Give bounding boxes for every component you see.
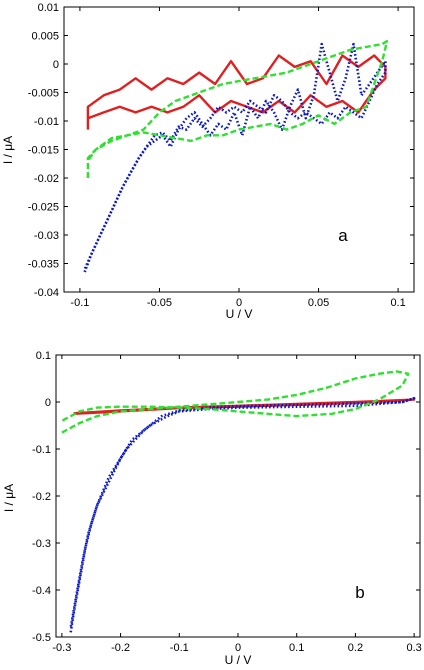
ticks-a: -0.1 -0.05 0 0.05 0.1 0.01 0.005 0 -0.005 -0.01 -0… — [28, 2, 414, 309]
series-line-dashed — [86, 40, 389, 178]
x-tick-label: -0.2 — [111, 642, 130, 654]
x-tick-label: 0 — [235, 642, 241, 654]
y-tick-label: 0 — [53, 59, 59, 71]
x-tick-label: 0.2 — [348, 642, 363, 654]
y-tick-label: -0.2 — [32, 491, 51, 503]
y-tick-label: -0.3 — [32, 538, 51, 550]
y-tick-label: 0.1 — [36, 350, 51, 362]
panel-label-a: a — [338, 226, 348, 245]
series-line-dashed — [61, 370, 410, 434]
x-tick-label: -0.3 — [52, 642, 71, 654]
y-tick-label: -0.025 — [28, 202, 59, 214]
y-tick-label: -0.4 — [32, 585, 51, 597]
x-axis-title-a: U / V — [226, 307, 253, 321]
x-tick-label: 0.05 — [308, 297, 329, 309]
y-tick-label: 0.01 — [38, 2, 59, 14]
x-tick-label: -0.1 — [170, 642, 189, 654]
series-group-a — [83, 40, 389, 273]
y-tick-label: -0.01 — [34, 116, 59, 128]
y-tick-label: -0.1 — [32, 444, 51, 456]
y-axis-title-a: I / μA — [1, 136, 15, 164]
series-line-solid — [86, 54, 387, 130]
panel-label-b: b — [355, 583, 364, 602]
y-tick-label: -0.5 — [32, 632, 51, 644]
x-tick-label: 0 — [236, 297, 242, 309]
y-tick-label: -0.03 — [34, 230, 59, 242]
x-tick-label: 0.1 — [390, 297, 405, 309]
y-tick-label: -0.015 — [28, 145, 59, 157]
plot-frame-a — [63, 6, 415, 293]
y-tick-label: -0.035 — [28, 259, 59, 271]
y-tick-label: -0.02 — [34, 173, 59, 185]
x-tick-label: -0.05 — [147, 297, 172, 309]
x-tick-label: 0.1 — [289, 642, 304, 654]
x-tick-label: 0.3 — [406, 642, 421, 654]
series-line-dotted — [69, 396, 416, 633]
panel-b: -0.3 -0.2 -0.1 0 0.1 0.2 0.30.10-0.1-0.2-0.3-0… — [2, 350, 422, 667]
y-axis-title-b: I / μA — [2, 484, 16, 512]
series-group-b — [61, 370, 416, 633]
x-tick-label: -0.1 — [70, 297, 89, 309]
panel-a: -0.1 -0.05 0 0.05 0.1 0.01 0.005 0 -0.005 -0.01 -0… — [1, 2, 415, 321]
y-tick-label: 0.005 — [31, 31, 59, 43]
y-tick-label: -0.005 — [28, 88, 59, 100]
y-tick-label: 0 — [45, 397, 51, 409]
plot-frame-b — [55, 354, 421, 638]
y-tick-label: -0.04 — [34, 287, 59, 299]
x-axis-title-b: U / V — [225, 653, 252, 667]
ticks-b: -0.3 -0.2 -0.1 0 0.1 0.2 0.30.10-0.1-0.2-0.3-0… — [32, 350, 422, 654]
